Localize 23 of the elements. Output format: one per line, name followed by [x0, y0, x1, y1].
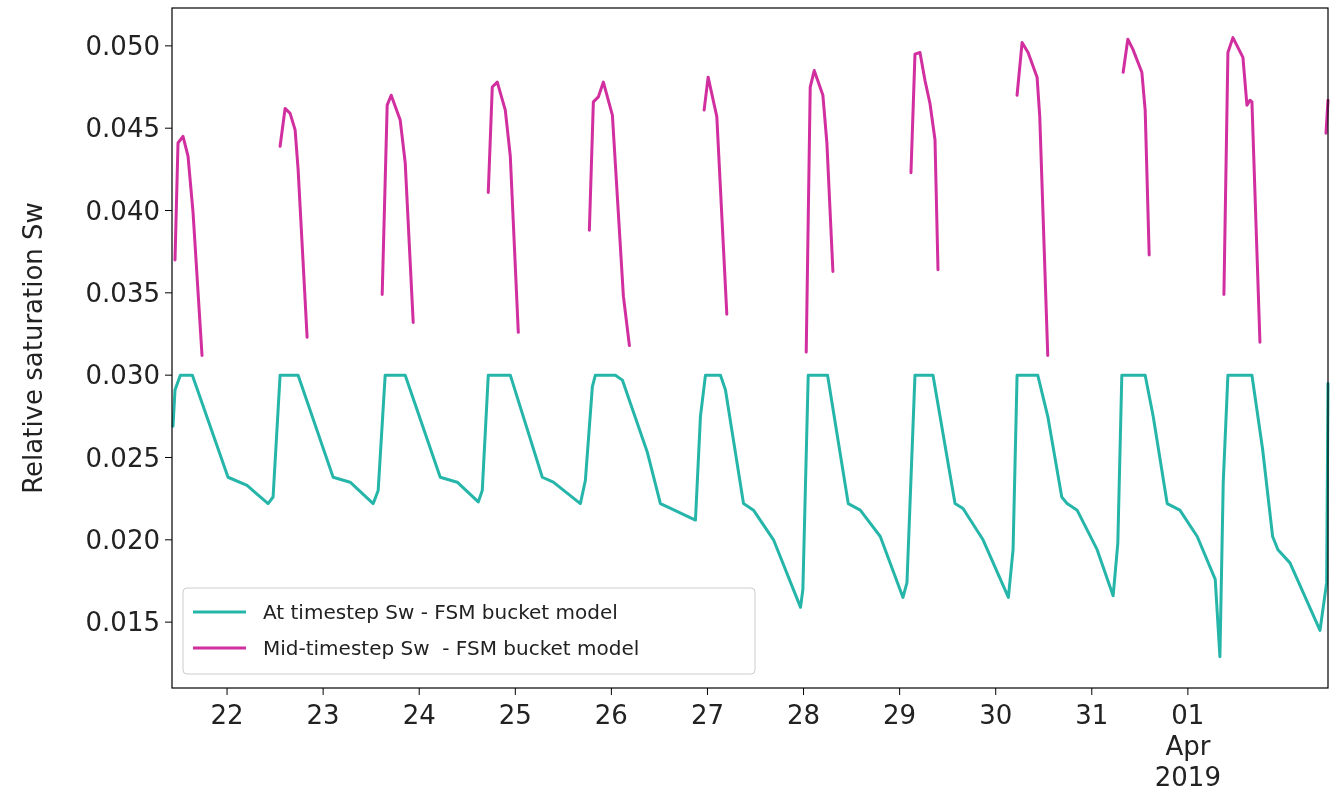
x-tick-label: 30 — [979, 700, 1013, 730]
y-tick-label: 0.015 — [85, 607, 160, 638]
x-tick-label: 28 — [787, 700, 821, 730]
y-tick-label: 0.045 — [85, 113, 160, 144]
x-tick-label: 27 — [690, 700, 725, 730]
y-tick-label: 0.050 — [85, 30, 160, 61]
x-tick-label: 29 — [883, 700, 917, 730]
x-tick-label: 25 — [498, 700, 532, 730]
legend-label: Mid-timestep Sw - FSM bucket model — [263, 636, 640, 660]
line-series — [171, 373, 1330, 659]
y-tick-label: 0.025 — [85, 442, 160, 473]
y-tick-label: 0.030 — [85, 360, 160, 391]
x-tick-label: 22 — [210, 700, 244, 730]
x-tick-label: 31 — [1075, 700, 1109, 730]
x-tick-label: 26 — [594, 700, 628, 730]
y-axis-title: Relative saturation Sw — [18, 202, 48, 494]
y-tick-label: 0.035 — [85, 277, 160, 308]
x-tick-label: 24 — [402, 700, 436, 730]
x-tick-label: 01 Apr 2019 — [1154, 700, 1221, 792]
y-tick-label: 0.040 — [85, 195, 160, 226]
y-tick-label: 0.020 — [85, 524, 160, 555]
x-tick-label: 23 — [306, 700, 340, 730]
legend-label: At timestep Sw - FSM bucket model — [263, 600, 618, 624]
